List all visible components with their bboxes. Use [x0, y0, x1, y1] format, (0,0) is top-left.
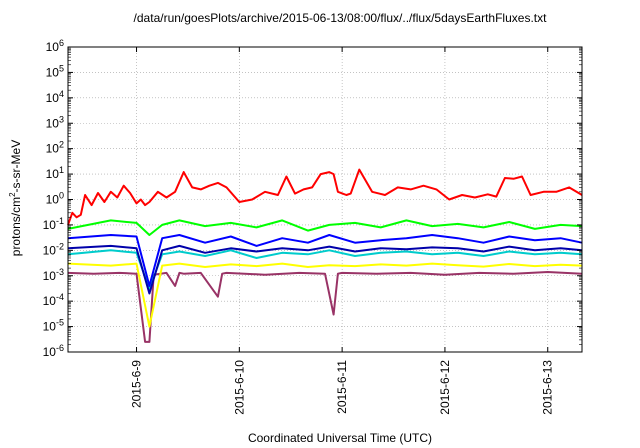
series-layer — [67, 168, 583, 343]
x-tick-label: 2015-6-13 — [541, 360, 555, 415]
x-tick-label: 2015-6-12 — [438, 360, 452, 415]
y-tick-label: 10-6 — [43, 343, 64, 359]
y-tick-exp: 4 — [59, 89, 64, 99]
y-tick-exp: 2 — [59, 140, 64, 150]
y-axis-label: protons/cm2-s-sr-MeV — [8, 140, 23, 256]
y-tick-base: 10 — [46, 40, 60, 54]
series-line-5 — [67, 244, 583, 295]
y-tick-exp: -1 — [56, 216, 64, 226]
y-tick-exp: -6 — [56, 343, 64, 353]
y-tick-label: 102 — [46, 140, 64, 156]
y-axis: 10-610-510-410-310-210-11001011021031041… — [43, 38, 582, 359]
y-tick-base: 10 — [43, 269, 57, 283]
series-line-7 — [67, 271, 583, 343]
y-tick-base: 10 — [43, 320, 57, 334]
y-tick-label: 10-3 — [43, 267, 64, 283]
y-tick-label: 106 — [46, 38, 64, 54]
series-line-6 — [67, 262, 583, 328]
y-tick-base: 10 — [46, 116, 60, 130]
y-axis-label-sup: 2 — [8, 192, 17, 197]
y-tick-base: 10 — [43, 294, 57, 308]
y-tick-exp: -5 — [56, 318, 64, 328]
y-tick-base: 10 — [43, 218, 57, 232]
y-tick-base: 10 — [46, 142, 60, 156]
y-tick-exp: 6 — [59, 38, 64, 48]
chart-title: /data/run/goesPlots/archive/2015-06-13/0… — [134, 11, 548, 25]
y-tick-label: 10-4 — [43, 292, 64, 308]
y-tick-base: 10 — [46, 91, 60, 105]
y-tick-exp: -4 — [56, 292, 64, 302]
x-axis-label: Coordinated Universal Time (UTC) — [248, 431, 432, 445]
y-tick-exp: 5 — [59, 63, 64, 73]
y-tick-base: 10 — [46, 167, 60, 181]
y-tick-label: 101 — [46, 165, 64, 181]
y-tick-exp: 3 — [59, 114, 64, 124]
y-tick-exp: -3 — [56, 267, 64, 277]
y-tick-label: 100 — [46, 191, 64, 207]
y-axis-label-suffix: -s-sr-MeV — [9, 140, 23, 193]
x-tick-label: 2015-6-9 — [130, 360, 144, 408]
y-axis-label-prefix: protons/cm — [9, 197, 23, 256]
y-tick-label: 105 — [46, 63, 64, 79]
x-axis: 2015-6-9 2015-6-10 2015-6-11 2015-6-12 2015-… — [130, 47, 555, 415]
x-tick-label: 2015-6-11 — [335, 360, 349, 414]
y-tick-exp: 1 — [59, 165, 64, 175]
y-tick-label: 10-1 — [43, 216, 64, 232]
y-tick-exp: -2 — [56, 241, 64, 251]
y-tick-base: 10 — [43, 243, 57, 257]
x-tick-label: 2015-6-10 — [232, 360, 246, 415]
y-tick-label: 10-5 — [43, 318, 64, 334]
y-tick-base: 10 — [46, 193, 60, 207]
series-line-2 — [67, 219, 583, 236]
series-line-1 — [67, 168, 583, 226]
y-tick-label: 103 — [46, 114, 64, 130]
y-tick-exp: 0 — [59, 191, 64, 201]
y-tick-base: 10 — [43, 345, 57, 359]
y-tick-base: 10 — [46, 65, 60, 79]
series-line-3 — [67, 234, 583, 287]
y-tick-label: 104 — [46, 89, 64, 105]
y-tick-label: 10-2 — [43, 241, 64, 257]
